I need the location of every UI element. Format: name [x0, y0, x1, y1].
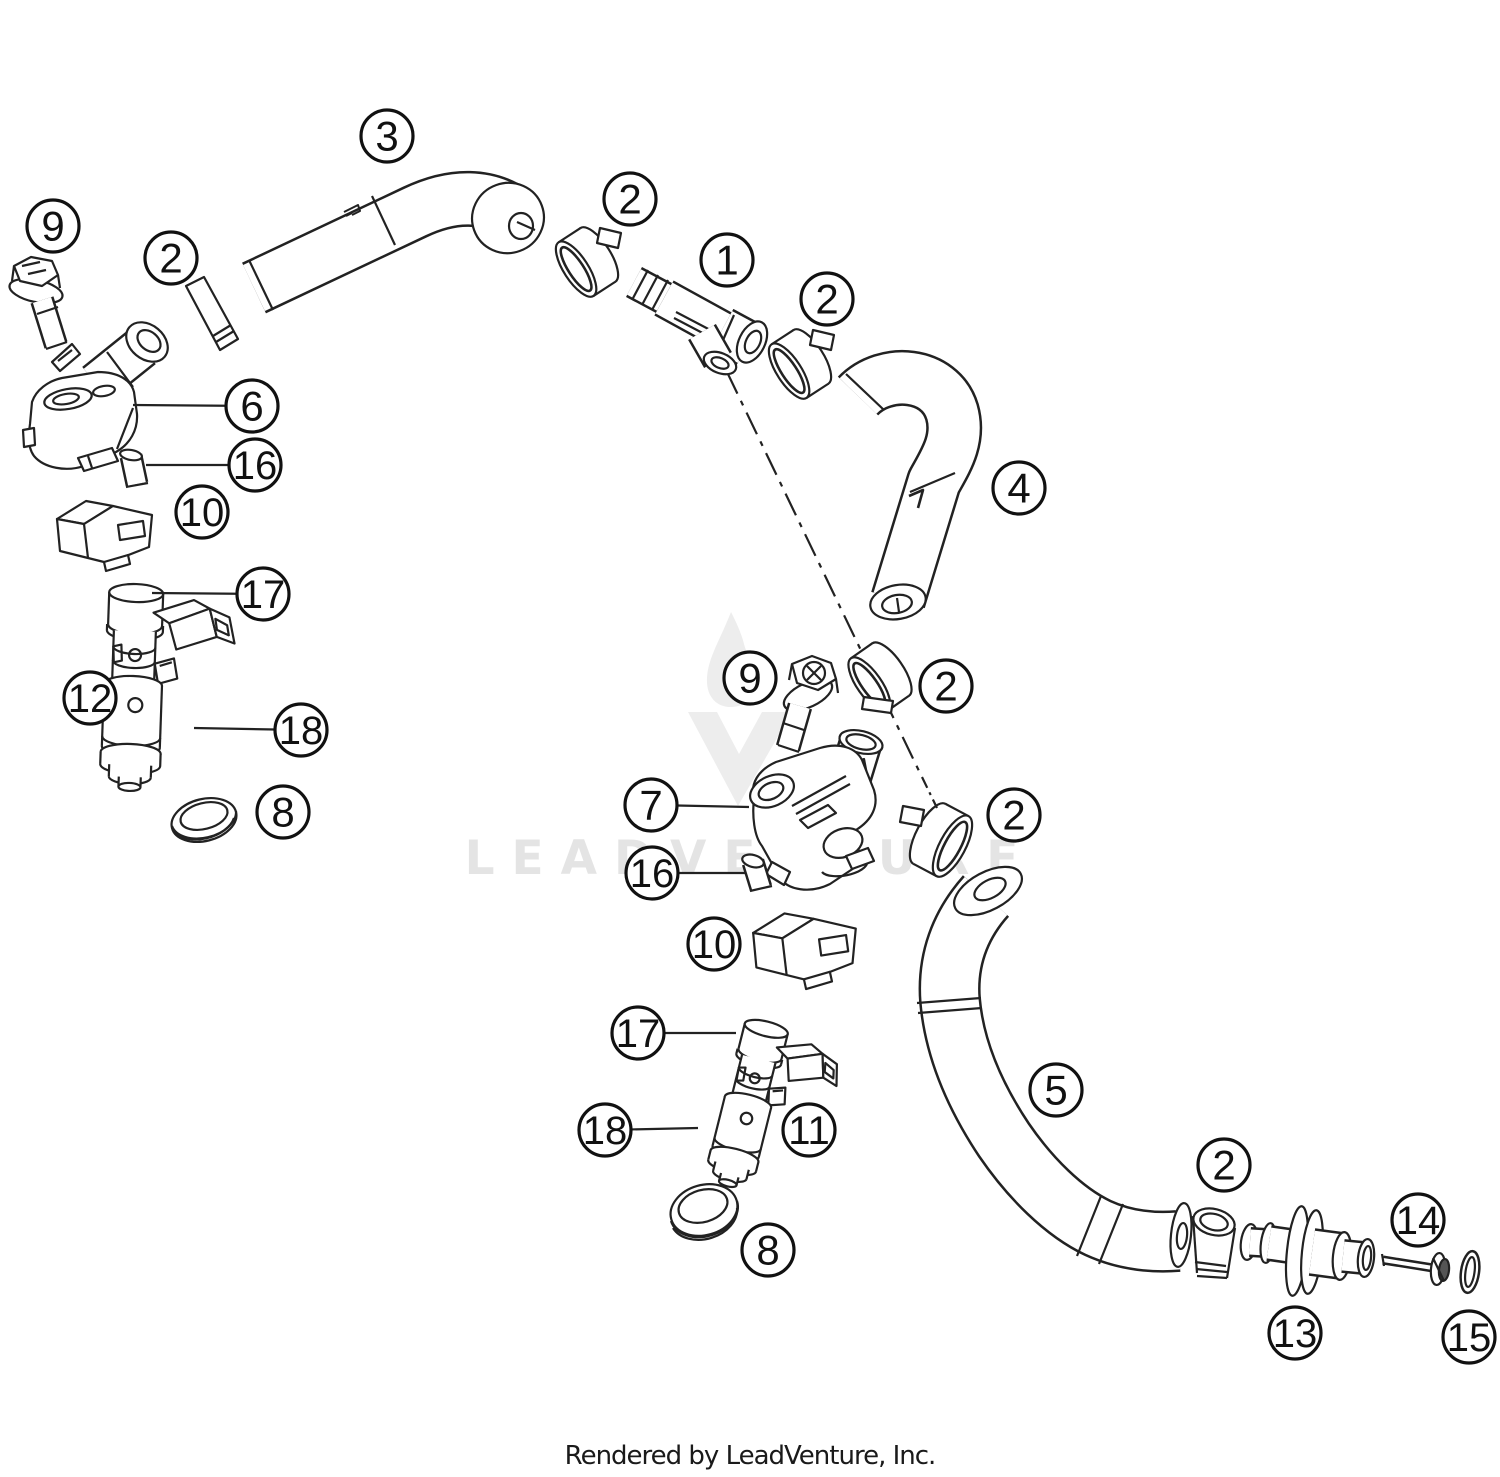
callout-number: 4: [1007, 465, 1030, 512]
part-clamp-2-a: [554, 226, 623, 298]
callout-number: 2: [618, 176, 641, 223]
callout-11[interactable]: 11: [781, 1102, 837, 1158]
callout-number: 17: [616, 1012, 661, 1056]
callout-number: 14: [1396, 1199, 1441, 1243]
part-fitting-7: [749, 728, 884, 891]
callout-5[interactable]: 5: [1028, 1062, 1084, 1118]
part-injector-12: [99, 582, 236, 793]
callout-number: 11: [788, 1109, 830, 1153]
callout-13[interactable]: 13: [1267, 1305, 1323, 1361]
part-hose-4: [837, 350, 983, 621]
callout-4[interactable]: 4: [991, 460, 1047, 516]
callout-number: 17: [241, 573, 286, 617]
callout-number: 2: [159, 235, 182, 282]
part-bolt-9-mid: [775, 654, 840, 754]
part-hose-5: [916, 865, 1193, 1273]
callout-17[interactable]: 17: [151, 566, 291, 622]
part-bolt-9-left: [8, 255, 68, 351]
part-pin-16-left: [119, 448, 149, 489]
callout-number: 6: [240, 383, 263, 430]
part-hose-3: [242, 170, 545, 314]
callout-number: 16: [233, 444, 278, 488]
callout-number: 9: [41, 203, 64, 250]
callout-8[interactable]: 8: [255, 784, 311, 840]
callout-16[interactable]: 16: [624, 845, 745, 901]
callout-number: 18: [279, 709, 324, 753]
callout-number: 5: [1044, 1067, 1067, 1114]
part-clamp-2-b: [767, 328, 836, 400]
callout-6[interactable]: 6: [132, 378, 280, 434]
callout-18[interactable]: 18: [193, 702, 329, 758]
callout-number: 1: [715, 237, 738, 284]
part-clamp-band-2-flat: [184, 275, 240, 352]
callout-number: 12: [68, 677, 113, 721]
part-clamp-2-e: [1191, 1207, 1237, 1280]
callout-number: 3: [375, 113, 398, 160]
parts-layer: [8, 170, 1481, 1297]
callout-10[interactable]: 10: [174, 484, 230, 540]
part-clip-10-mid: [752, 912, 857, 991]
callout-number: 10: [692, 923, 737, 967]
callout-1[interactable]: 1: [699, 232, 755, 288]
callout-number: 16: [630, 852, 675, 896]
callout-number: 15: [1447, 1316, 1492, 1360]
callout-14[interactable]: 14: [1390, 1192, 1446, 1248]
part-seal-8-mid: [669, 1183, 739, 1241]
part-seal-8-left: [170, 797, 238, 843]
part-injector-11: [707, 1018, 838, 1189]
callout-10[interactable]: 10: [686, 916, 742, 972]
callout-17[interactable]: 17: [610, 1005, 736, 1061]
callout-number: 7: [639, 782, 662, 829]
callout-number: 2: [1212, 1142, 1235, 1189]
callout-2[interactable]: 2: [799, 271, 855, 327]
callout-2[interactable]: 2: [143, 230, 199, 286]
callout-3[interactable]: 3: [359, 108, 415, 164]
callout-number: 8: [756, 1227, 779, 1274]
watermark-v-icon: [688, 712, 792, 806]
part-distributor-1: [626, 267, 769, 376]
callout-2[interactable]: 2: [986, 787, 1042, 843]
callout-16[interactable]: 16: [146, 437, 283, 493]
part-o-ring-15: [1459, 1249, 1481, 1295]
callout-number: 2: [1002, 792, 1025, 839]
callout-2[interactable]: 2: [602, 171, 658, 227]
part-fitting-6: [21, 321, 169, 473]
callout-7[interactable]: 7: [623, 777, 750, 833]
callout-number: 2: [815, 276, 838, 323]
callout-18[interactable]: 18: [577, 1102, 699, 1158]
part-valve-pin-14: [1380, 1251, 1451, 1287]
part-clip-10-left: [55, 499, 154, 573]
part-clamp-2-d: [898, 776, 974, 878]
footer-credit: Rendered by LeadVenture, Inc.: [564, 1441, 937, 1471]
callout-2[interactable]: 2: [1196, 1137, 1252, 1193]
part-regulator-13: [1239, 1205, 1376, 1297]
callout-number: 13: [1273, 1312, 1318, 1356]
callout-9[interactable]: 9: [25, 198, 81, 254]
part-clamp-2-c: [847, 641, 913, 715]
callout-9[interactable]: 9: [722, 650, 778, 706]
callout-number: 2: [934, 663, 957, 710]
callout-number: 18: [583, 1109, 628, 1153]
callout-15[interactable]: 15: [1441, 1309, 1497, 1365]
callout-number: 10: [180, 491, 225, 535]
callout-number: 8: [271, 789, 294, 836]
callout-2[interactable]: 2: [918, 658, 974, 714]
part-pin-16-mid: [741, 853, 773, 893]
callout-number: 9: [738, 655, 761, 702]
callout-8[interactable]: 8: [740, 1222, 796, 1278]
callout-12[interactable]: 12: [62, 670, 118, 726]
